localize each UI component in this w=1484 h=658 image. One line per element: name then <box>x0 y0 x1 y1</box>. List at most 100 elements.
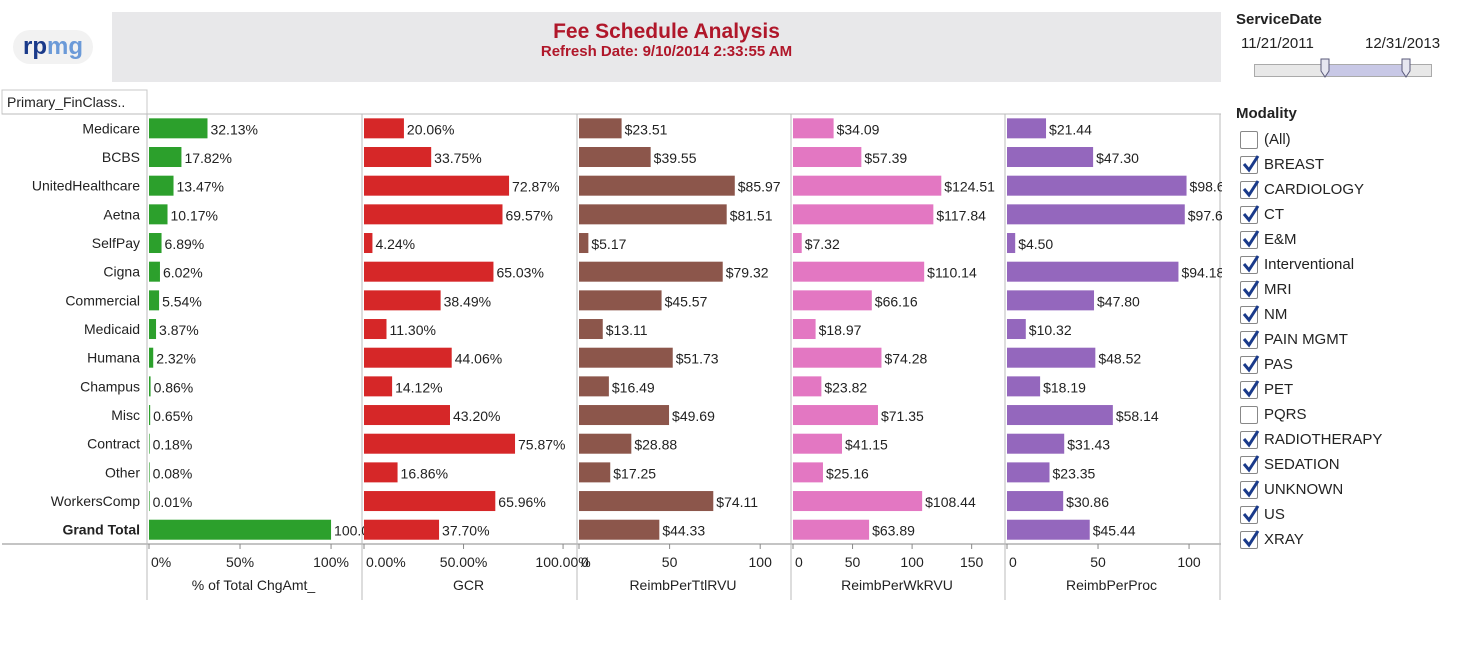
bar-reimbperproc-workerscomp[interactable] <box>1007 491 1064 512</box>
bar-reimbperproc-unitedhealthcare[interactable] <box>1007 175 1187 196</box>
bar-reimbperproc-medicare[interactable] <box>1007 118 1047 139</box>
bar-reimbperwkrvu-aetna[interactable] <box>793 204 934 225</box>
servicedate-start-handle[interactable] <box>1320 58 1330 78</box>
bar-of-total-chgamt-cigna[interactable] <box>149 261 160 282</box>
bar-of-total-chgamt-humana[interactable] <box>149 347 154 368</box>
bar-gcr-unitedhealthcare[interactable] <box>364 175 510 196</box>
bar-reimbperttlrvu-aetna[interactable] <box>579 204 727 225</box>
checkbox-unchecked[interactable] <box>1240 406 1258 424</box>
bar-gcr-commercial[interactable] <box>364 290 441 311</box>
checkbox-checked[interactable] <box>1240 355 1260 374</box>
bar-gcr-selfpay[interactable] <box>364 233 373 254</box>
bar-reimbperttlrvu-workerscomp[interactable] <box>579 491 714 512</box>
bar-gcr-grand-total[interactable] <box>364 519 440 540</box>
data-label-of-total-chgamt-unitedhealthcare: 13.47% <box>177 179 224 195</box>
bar-of-total-chgamt-medicare[interactable] <box>149 118 208 139</box>
bar-reimbperproc-contract[interactable] <box>1007 433 1065 454</box>
bar-reimbperproc-cigna[interactable] <box>1007 261 1179 282</box>
data-label-of-total-chgamt-medicaid: 3.87% <box>159 322 199 338</box>
bar-reimbperproc-humana[interactable] <box>1007 347 1096 368</box>
bar-reimbperwkrvu-contract[interactable] <box>793 433 843 454</box>
bar-reimbperwkrvu-selfpay[interactable] <box>793 233 802 254</box>
bar-gcr-bcbs[interactable] <box>364 147 432 168</box>
checkbox-checked[interactable] <box>1240 430 1260 449</box>
category-label-selfpay: SelfPay <box>92 235 140 251</box>
bar-reimbperwkrvu-humana[interactable] <box>793 347 882 368</box>
bar-reimbperttlrvu-contract[interactable] <box>579 433 632 454</box>
bar-gcr-misc[interactable] <box>364 405 450 426</box>
bar-reimbperproc-commercial[interactable] <box>1007 290 1095 311</box>
bar-of-total-chgamt-unitedhealthcare[interactable] <box>149 175 174 196</box>
bar-of-total-chgamt-aetna[interactable] <box>149 204 168 225</box>
bar-reimbperproc-other[interactable] <box>1007 462 1050 483</box>
bar-reimbperproc-misc[interactable] <box>1007 405 1113 426</box>
bar-gcr-humana[interactable] <box>364 347 452 368</box>
bar-reimbperwkrvu-unitedhealthcare[interactable] <box>793 175 942 196</box>
checkbox-checked[interactable] <box>1240 455 1260 474</box>
bar-reimbperttlrvu-medicaid[interactable] <box>579 319 603 340</box>
bar-reimbperwkrvu-workerscomp[interactable] <box>793 491 923 512</box>
bar-reimbperttlrvu-champus[interactable] <box>579 376 609 397</box>
checkbox-checked[interactable] <box>1240 230 1260 249</box>
checkbox-checked[interactable] <box>1240 305 1260 324</box>
data-label-reimbperproc-aetna: $97.65 <box>1188 207 1222 223</box>
bar-reimbperttlrvu-medicare[interactable] <box>579 118 622 139</box>
bar-reimbperproc-medicaid[interactable] <box>1007 319 1026 340</box>
bar-reimbperttlrvu-selfpay[interactable] <box>579 233 589 254</box>
checkbox-checked[interactable] <box>1240 505 1260 524</box>
checkbox-checked[interactable] <box>1240 280 1260 299</box>
bar-reimbperwkrvu-grand-total[interactable] <box>793 519 870 540</box>
checkbox-checked[interactable] <box>1240 255 1260 274</box>
bar-reimbperwkrvu-champus[interactable] <box>793 376 822 397</box>
bar-gcr-medicaid[interactable] <box>364 319 387 340</box>
bar-reimbperttlrvu-unitedhealthcare[interactable] <box>579 175 735 196</box>
bar-reimbperproc-champus[interactable] <box>1007 376 1041 397</box>
bar-of-total-chgamt-commercial[interactable] <box>149 290 160 311</box>
bar-of-total-chgamt-champus[interactable] <box>149 376 151 397</box>
bar-gcr-medicare[interactable] <box>364 118 404 139</box>
bar-of-total-chgamt-grand-total[interactable] <box>149 519 332 540</box>
bar-reimbperwkrvu-cigna[interactable] <box>793 261 925 282</box>
checkmark-icon <box>1242 530 1260 548</box>
bar-gcr-contract[interactable] <box>364 433 516 454</box>
bar-of-total-chgamt-medicaid[interactable] <box>149 319 157 340</box>
bar-gcr-workerscomp[interactable] <box>364 491 496 512</box>
bar-reimbperproc-bcbs[interactable] <box>1007 147 1094 168</box>
checkbox-checked[interactable] <box>1240 330 1260 349</box>
bar-reimbperwkrvu-bcbs[interactable] <box>793 147 862 168</box>
checkbox-checked[interactable] <box>1240 205 1260 224</box>
checkbox-unchecked[interactable] <box>1240 131 1258 149</box>
bar-reimbperttlrvu-grand-total[interactable] <box>579 519 660 540</box>
bar-of-total-chgamt-selfpay[interactable] <box>149 233 162 254</box>
bar-reimbperttlrvu-cigna[interactable] <box>579 261 723 282</box>
checkbox-checked[interactable] <box>1240 380 1260 399</box>
bar-reimbperproc-grand-total[interactable] <box>1007 519 1090 540</box>
checkbox-checked[interactable] <box>1240 480 1260 499</box>
bar-of-total-chgamt-misc[interactable] <box>149 405 151 426</box>
bar-reimbperttlrvu-misc[interactable] <box>579 405 670 426</box>
bar-of-total-chgamt-bcbs[interactable] <box>149 147 182 168</box>
bar-reimbperwkrvu-medicare[interactable] <box>793 118 834 139</box>
bar-gcr-aetna[interactable] <box>364 204 503 225</box>
checkbox-checked[interactable] <box>1240 155 1260 174</box>
bar-of-total-chgamt-other[interactable] <box>149 462 150 483</box>
bar-of-total-chgamt-workerscomp[interactable] <box>149 491 150 512</box>
bar-gcr-other[interactable] <box>364 462 398 483</box>
bar-reimbperwkrvu-medicaid[interactable] <box>793 319 816 340</box>
bar-gcr-cigna[interactable] <box>364 261 494 282</box>
bar-gcr-champus[interactable] <box>364 376 393 397</box>
bar-reimbperttlrvu-humana[interactable] <box>579 347 673 368</box>
checkbox-checked[interactable] <box>1240 530 1260 549</box>
bar-reimbperttlrvu-commercial[interactable] <box>579 290 662 311</box>
servicedate-end-handle[interactable] <box>1401 58 1411 78</box>
bar-reimbperproc-aetna[interactable] <box>1007 204 1185 225</box>
data-label-of-total-chgamt-selfpay: 6.89% <box>165 236 205 252</box>
bar-reimbperwkrvu-commercial[interactable] <box>793 290 872 311</box>
bar-of-total-chgamt-contract[interactable] <box>149 433 150 454</box>
bar-reimbperwkrvu-misc[interactable] <box>793 405 878 426</box>
bar-reimbperttlrvu-other[interactable] <box>579 462 611 483</box>
checkbox-checked[interactable] <box>1240 180 1260 199</box>
bar-reimbperwkrvu-other[interactable] <box>793 462 823 483</box>
bar-reimbperttlrvu-bcbs[interactable] <box>579 147 651 168</box>
bar-reimbperproc-selfpay[interactable] <box>1007 233 1016 254</box>
